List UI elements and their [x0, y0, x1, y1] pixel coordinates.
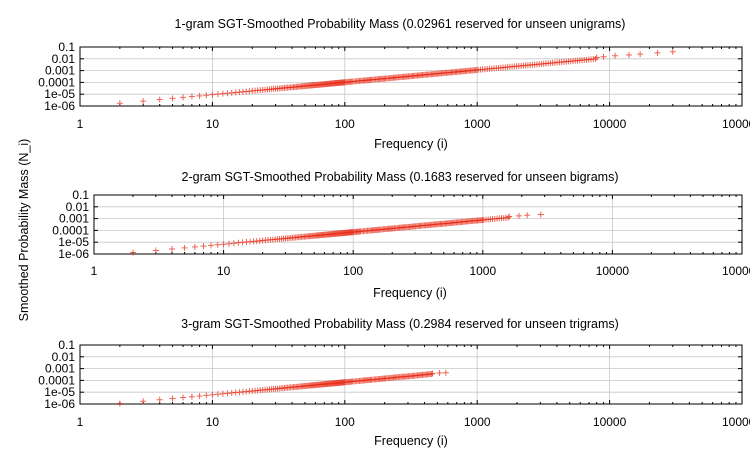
x-tick-label: 100000: [722, 264, 750, 278]
y-tick-label: 1e-05: [58, 235, 89, 249]
data-point: [637, 51, 644, 58]
y-tick-label: 0.0001: [38, 75, 75, 89]
data-point: [203, 392, 210, 399]
y-tick-label: 0.001: [45, 64, 75, 78]
data-point: [208, 242, 215, 249]
x-axis-label: Frequency (i): [373, 286, 447, 300]
chart-title: 3-gram SGT-Smoothed Probability Mass (0.…: [181, 317, 619, 331]
y-tick-label: 1e-06: [58, 247, 89, 261]
data-point: [188, 93, 195, 100]
data-point: [209, 91, 216, 98]
x-tick-label: 100000: [722, 415, 750, 429]
data-point: [169, 246, 176, 253]
y-tick-label: 0.01: [66, 200, 90, 214]
y-tick-label: 0.1: [58, 40, 75, 54]
x-tick-label: 10000: [593, 117, 627, 131]
data-point: [203, 92, 210, 99]
data-point: [209, 391, 216, 398]
data-point: [592, 55, 599, 62]
data-point: [152, 247, 159, 254]
x-tick-label: 1000: [469, 264, 496, 278]
x-tick-label: 100: [335, 415, 355, 429]
chart-title: 1-gram SGT-Smoothed Probability Mass (0.…: [175, 17, 626, 31]
y-tick-label: 0.01: [52, 52, 76, 66]
plot-frame: [79, 46, 743, 107]
y-tick-label: 1e-06: [44, 99, 75, 113]
data-point: [428, 371, 435, 378]
y-tick-label: 1e-06: [44, 397, 75, 411]
data-point: [612, 52, 619, 59]
data-point: [169, 95, 176, 102]
y-tick-label: 0.1: [58, 338, 75, 352]
data-series: [116, 369, 449, 407]
x-tick-label: 100: [343, 264, 363, 278]
y-tick-label: 0.0001: [38, 373, 75, 387]
data-point: [196, 392, 203, 399]
data-point: [505, 214, 512, 221]
x-axis-label: Frequency (i): [374, 137, 448, 151]
data-point: [524, 212, 531, 219]
data-point: [506, 213, 513, 220]
x-tick-label: 100: [335, 117, 355, 131]
data-point: [116, 400, 123, 407]
data-point: [442, 369, 449, 376]
data-point: [140, 98, 147, 105]
x-tick-label: 10000: [596, 264, 630, 278]
data-point: [214, 91, 221, 98]
data-point: [180, 394, 187, 401]
plot-frame: [93, 194, 743, 255]
data-point: [181, 244, 188, 251]
data-point: [169, 395, 176, 402]
data-point: [669, 48, 676, 55]
data-point: [625, 51, 632, 58]
y-tick-label: 1e-05: [44, 87, 75, 101]
data-point: [600, 53, 607, 60]
x-tick-label: 10: [217, 264, 231, 278]
data-point: [214, 241, 221, 248]
x-tick-label: 1000: [464, 117, 491, 131]
y-tick-label: 1e-05: [44, 385, 75, 399]
data-point: [156, 96, 163, 103]
y-tick-label: 0.001: [45, 362, 75, 376]
y-tick-label: 0.0001: [52, 223, 89, 237]
plot-frame: [79, 344, 743, 405]
data-point: [654, 49, 661, 56]
x-tick-label: 1: [77, 415, 84, 429]
data-point: [515, 212, 522, 219]
x-tick-label: 1000: [464, 415, 491, 429]
data-point: [130, 249, 137, 256]
data-point: [593, 54, 600, 61]
data-point: [196, 92, 203, 99]
x-tick-label: 100000: [722, 117, 750, 131]
x-tick-label: 1: [77, 117, 84, 131]
data-point: [191, 243, 198, 250]
y-tick-label: 0.1: [72, 188, 89, 202]
chart-title: 2-gram SGT-Smoothed Probability Mass (0.…: [182, 170, 619, 184]
shared-y-axis-label: Smoothed Probability Mass (N_i): [17, 139, 31, 322]
data-point: [200, 243, 207, 250]
chart-panel-2: 2-gram SGT-Smoothed Probability Mass (0.…: [52, 170, 750, 300]
data-point: [436, 370, 443, 377]
x-tick-label: 10: [206, 415, 220, 429]
x-tick-label: 10000: [593, 415, 627, 429]
chart-panel-3: 3-gram SGT-Smoothed Probability Mass (0.…: [38, 317, 750, 448]
data-point: [220, 241, 227, 248]
data-series: [130, 211, 544, 256]
data-point: [214, 391, 221, 398]
x-tick-label: 1: [91, 264, 98, 278]
y-tick-label: 0.01: [52, 350, 76, 364]
data-point: [537, 211, 544, 218]
x-axis-label: Frequency (i): [374, 434, 448, 448]
data-point: [188, 393, 195, 400]
data-point: [429, 370, 436, 377]
chart-panel-1: 1-gram SGT-Smoothed Probability Mass (0.…: [38, 17, 750, 151]
data-point: [140, 398, 147, 405]
data-point: [116, 100, 123, 107]
y-tick-label: 0.001: [59, 212, 89, 226]
x-tick-label: 10: [206, 117, 220, 131]
data-point: [156, 396, 163, 403]
data-point: [180, 94, 187, 101]
data-series: [116, 48, 676, 107]
